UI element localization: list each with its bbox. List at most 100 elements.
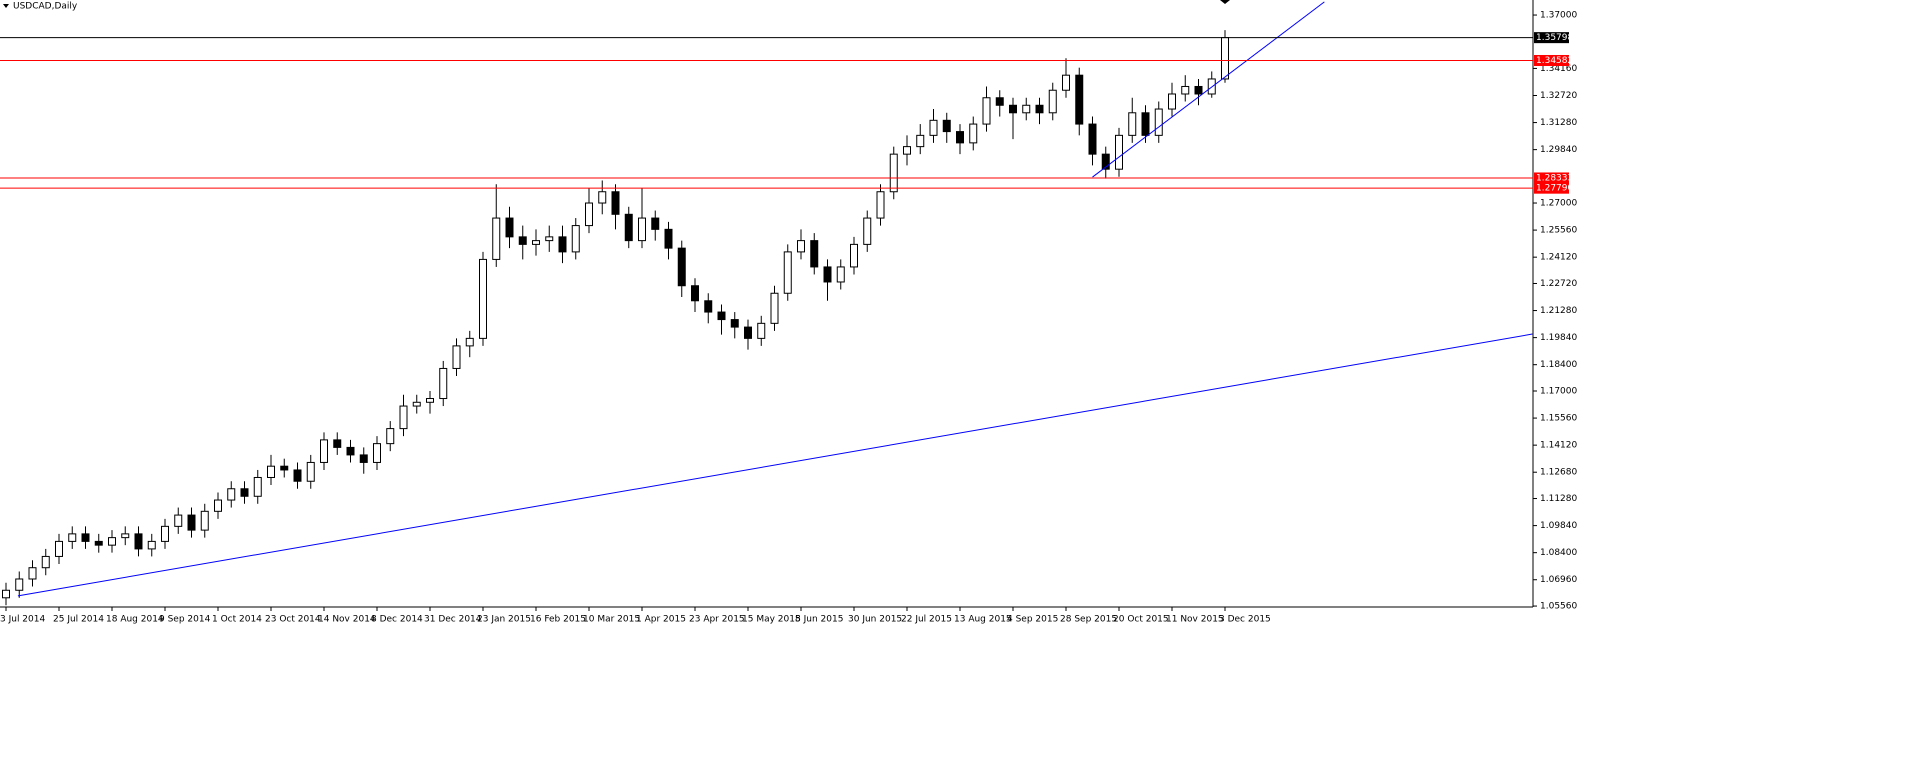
candle-body <box>876 191 885 219</box>
x-tick-label: 31 Dec 2014 <box>424 615 482 625</box>
trendline <box>1092 1 1325 178</box>
candle-body <box>492 217 501 260</box>
candle-body <box>611 191 620 215</box>
candle-body <box>465 337 474 347</box>
candle-body <box>359 454 368 463</box>
y-tick-label: 1.21280 <box>1540 306 1577 316</box>
candle-body <box>227 488 236 501</box>
candle-body <box>995 97 1004 106</box>
candle-body <box>757 322 766 339</box>
level-label-box <box>1534 172 1569 184</box>
candle-body <box>704 300 713 313</box>
candle-body <box>121 533 130 539</box>
candle-body <box>240 488 249 497</box>
level-label: 1.34582 <box>1536 56 1573 66</box>
candle-body <box>929 119 938 136</box>
trendline <box>17 333 1533 597</box>
candle-body <box>15 578 24 591</box>
candle-body <box>452 345 461 369</box>
y-tick-label: 1.17000 <box>1540 387 1577 397</box>
y-tick-label: 1.34160 <box>1540 64 1577 74</box>
y-tick-label: 1.06960 <box>1540 575 1577 585</box>
x-tick-label: 1 Apr 2015 <box>636 615 686 625</box>
level-label: 1.27790 <box>1536 184 1573 194</box>
y-tick-label: 1.25560 <box>1540 226 1577 236</box>
candle-body <box>187 514 196 531</box>
y-tick-label: 1.05560 <box>1540 602 1577 612</box>
x-tick-label: 8 Jun 2015 <box>795 615 843 625</box>
candle-body <box>651 217 660 230</box>
candle-body <box>810 240 819 268</box>
y-tick-label: 1.37000 <box>1540 11 1577 21</box>
candle-body <box>1035 104 1044 114</box>
candle-body <box>1062 74 1070 91</box>
candle-body <box>797 240 805 253</box>
candle-body <box>280 465 289 471</box>
x-tick-label: 25 Jul 2014 <box>53 615 104 625</box>
candle-body <box>1048 89 1057 114</box>
candle-body <box>1075 74 1084 125</box>
candle-body <box>1128 112 1137 136</box>
y-tick-label: 1.11280 <box>1540 494 1577 504</box>
candle-body <box>267 465 275 478</box>
candle-body <box>982 97 991 125</box>
x-tick-label: 1 Oct 2014 <box>212 615 262 625</box>
y-tick-label: 1.14120 <box>1540 441 1577 451</box>
y-tick-label: 1.32720 <box>1540 91 1577 101</box>
level-label: 1.35798 <box>1536 33 1573 43</box>
candle-body <box>518 236 527 245</box>
x-tick-label: 23 Jan 2015 <box>477 615 531 625</box>
candle-body <box>373 443 381 463</box>
candle-body <box>479 258 487 339</box>
candle-body <box>717 311 726 321</box>
candle-body <box>730 319 739 328</box>
candle-body <box>108 537 116 546</box>
candle-body <box>598 191 607 204</box>
candle-body <box>585 202 593 227</box>
candle-body <box>638 217 646 242</box>
candle-body <box>1194 85 1203 95</box>
y-tick-label: 1.12680 <box>1540 468 1577 478</box>
x-tick-label: 20 Oct 2015 <box>1113 615 1169 625</box>
candle-body <box>174 514 183 527</box>
candle-body <box>68 533 77 542</box>
level-label-box <box>1534 32 1569 44</box>
candle-body <box>1154 108 1163 136</box>
candle-body <box>903 146 911 155</box>
x-tick-label: 14 Nov 2014 <box>318 615 376 625</box>
x-tick-label: 8 Dec 2014 <box>371 615 423 625</box>
candle-body <box>783 251 792 294</box>
candle-body <box>836 266 845 283</box>
candle-body <box>200 510 209 531</box>
candle-body <box>214 499 222 512</box>
x-tick-label: 23 Apr 2015 <box>689 615 745 625</box>
level-label-box <box>1534 182 1569 194</box>
candle-body <box>253 476 262 497</box>
candle-body <box>1101 153 1110 170</box>
candle-body <box>558 236 567 253</box>
candle-body <box>770 292 779 324</box>
candle-body <box>823 266 832 283</box>
x-tick-label: 30 Jun 2015 <box>848 615 902 625</box>
y-tick-label: 1.18400 <box>1540 360 1577 370</box>
x-tick-label: 10 Mar 2015 <box>583 615 640 625</box>
candle-body <box>426 398 434 403</box>
candle-body <box>2 589 10 599</box>
candle-body <box>691 285 699 302</box>
y-tick-label: 1.24120 <box>1540 253 1577 263</box>
marker <box>1220 0 1230 4</box>
candle-body <box>1168 93 1176 110</box>
candle-body <box>134 533 143 550</box>
level-label-box <box>1534 54 1569 66</box>
candle-body <box>571 225 580 253</box>
candle-body <box>399 405 408 430</box>
y-tick-label: 1.19840 <box>1540 333 1577 343</box>
candle-body <box>956 131 964 144</box>
x-tick-label: 11 Nov 2015 <box>1166 615 1224 625</box>
y-tick-label: 1.31280 <box>1540 118 1577 128</box>
candle-body <box>1088 123 1097 155</box>
candle-body <box>1022 104 1031 114</box>
candle-body <box>664 228 673 249</box>
x-tick-label: 4 Sep 2015 <box>1007 615 1058 625</box>
